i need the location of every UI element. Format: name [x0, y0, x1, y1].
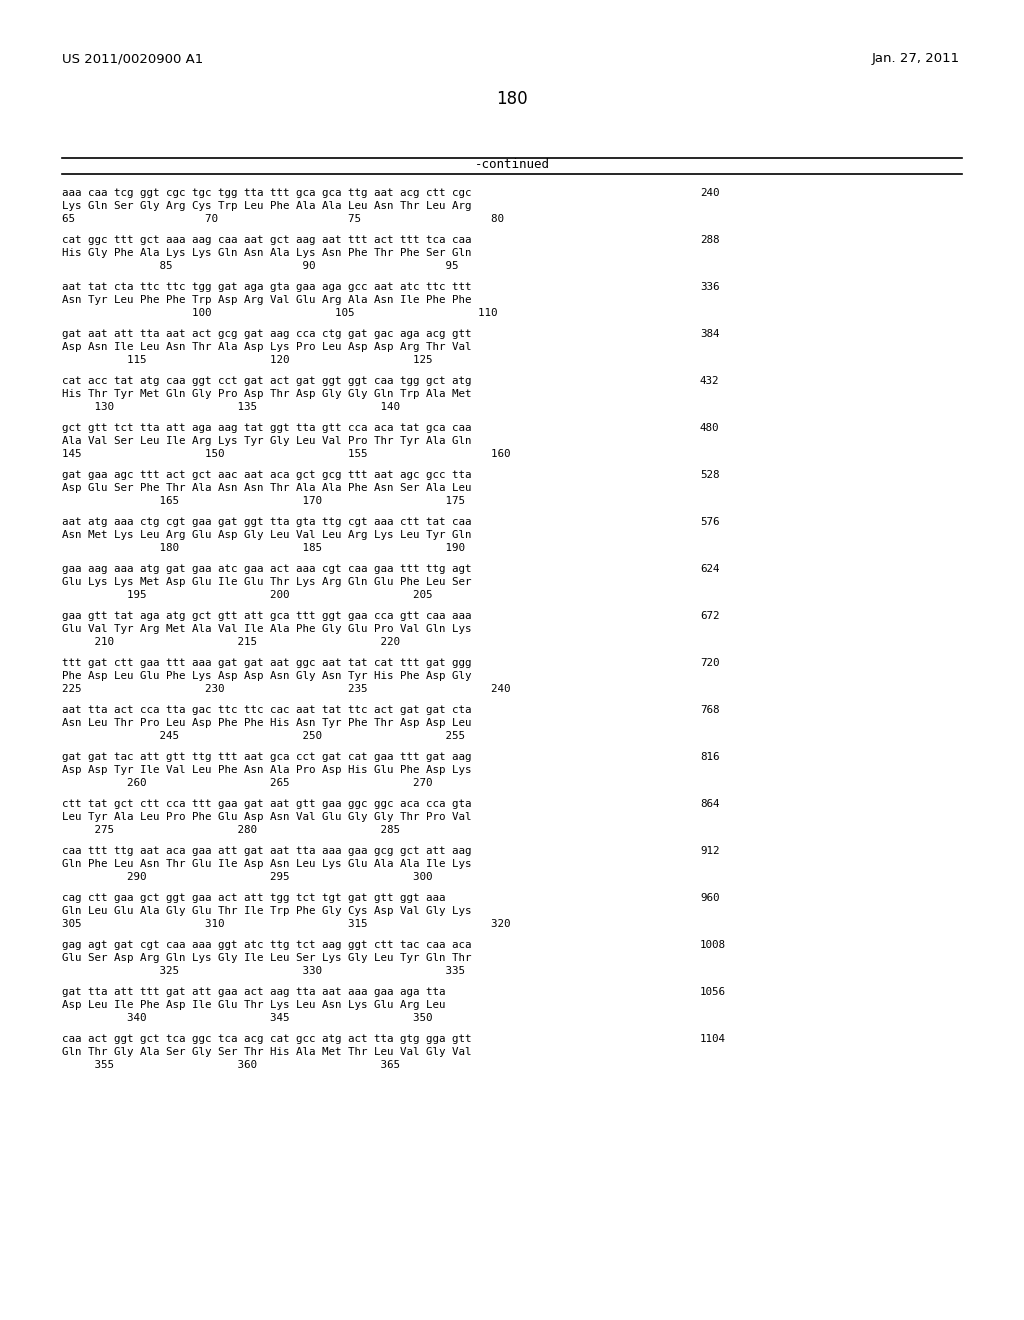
Text: ttt gat ctt gaa ttt aaa gat gat aat ggc aat tat cat ttt gat ggg: ttt gat ctt gaa ttt aaa gat gat aat ggc … — [62, 657, 471, 668]
Text: 195                   200                   205: 195 200 205 — [62, 590, 432, 601]
Text: 145                   150                   155                   160: 145 150 155 160 — [62, 449, 511, 459]
Text: 960: 960 — [700, 894, 720, 903]
Text: Phe Asp Leu Glu Phe Lys Asp Asp Asn Gly Asn Tyr His Phe Asp Gly: Phe Asp Leu Glu Phe Lys Asp Asp Asn Gly … — [62, 671, 471, 681]
Text: gat gaa agc ttt act gct aac aat aca gct gcg ttt aat agc gcc tta: gat gaa agc ttt act gct aac aat aca gct … — [62, 470, 471, 480]
Text: gct gtt tct tta att aga aag tat ggt tta gtt cca aca tat gca caa: gct gtt tct tta att aga aag tat ggt tta … — [62, 422, 471, 433]
Text: 340                   345                   350: 340 345 350 — [62, 1012, 432, 1023]
Text: 1008: 1008 — [700, 940, 726, 950]
Text: 305                   310                   315                   320: 305 310 315 320 — [62, 919, 511, 929]
Text: cat ggc ttt gct aaa aag caa aat gct aag aat ttt act ttt tca caa: cat ggc ttt gct aaa aag caa aat gct aag … — [62, 235, 471, 246]
Text: Asn Tyr Leu Phe Phe Trp Asp Arg Val Glu Arg Ala Asn Ile Phe Phe: Asn Tyr Leu Phe Phe Trp Asp Arg Val Glu … — [62, 294, 471, 305]
Text: cag ctt gaa gct ggt gaa act att tgg tct tgt gat gtt ggt aaa: cag ctt gaa gct ggt gaa act att tgg tct … — [62, 894, 445, 903]
Text: 480: 480 — [700, 422, 720, 433]
Text: Leu Tyr Ala Leu Pro Phe Glu Asp Asn Val Glu Gly Gly Thr Pro Val: Leu Tyr Ala Leu Pro Phe Glu Asp Asn Val … — [62, 812, 471, 822]
Text: gat tta att ttt gat att gaa act aag tta aat aaa gaa aga tta: gat tta att ttt gat att gaa act aag tta … — [62, 987, 445, 997]
Text: 576: 576 — [700, 517, 720, 527]
Text: 290                   295                   300: 290 295 300 — [62, 873, 432, 882]
Text: aat atg aaa ctg cgt gaa gat ggt tta gta ttg cgt aaa ctt tat caa: aat atg aaa ctg cgt gaa gat ggt tta gta … — [62, 517, 471, 527]
Text: Glu Lys Lys Met Asp Glu Ile Glu Thr Lys Arg Gln Glu Phe Leu Ser: Glu Lys Lys Met Asp Glu Ile Glu Thr Lys … — [62, 577, 471, 587]
Text: 528: 528 — [700, 470, 720, 480]
Text: gaa aag aaa atg gat gaa atc gaa act aaa cgt caa gaa ttt ttg agt: gaa aag aaa atg gat gaa atc gaa act aaa … — [62, 564, 471, 574]
Text: Glu Val Tyr Arg Met Ala Val Ile Ala Phe Gly Glu Pro Val Gln Lys: Glu Val Tyr Arg Met Ala Val Ile Ala Phe … — [62, 624, 471, 634]
Text: 65                    70                    75                    80: 65 70 75 80 — [62, 214, 504, 224]
Text: 432: 432 — [700, 376, 720, 385]
Text: 325                   330                   335: 325 330 335 — [62, 966, 465, 975]
Text: 100                   105                   110: 100 105 110 — [62, 308, 498, 318]
Text: 115                   120                   125: 115 120 125 — [62, 355, 432, 366]
Text: 355                   360                   365: 355 360 365 — [62, 1060, 400, 1071]
Text: 165                   170                   175: 165 170 175 — [62, 496, 465, 506]
Text: 130                   135                   140: 130 135 140 — [62, 403, 400, 412]
Text: Gln Leu Glu Ala Gly Glu Thr Ile Trp Phe Gly Cys Asp Val Gly Lys: Gln Leu Glu Ala Gly Glu Thr Ile Trp Phe … — [62, 906, 471, 916]
Text: caa act ggt gct tca ggc tca acg cat gcc atg act tta gtg gga gtt: caa act ggt gct tca ggc tca acg cat gcc … — [62, 1034, 471, 1044]
Text: 336: 336 — [700, 282, 720, 292]
Text: gaa gtt tat aga atg gct gtt att gca ttt ggt gaa cca gtt caa aaa: gaa gtt tat aga atg gct gtt att gca ttt … — [62, 611, 471, 620]
Text: 240: 240 — [700, 187, 720, 198]
Text: -continued: -continued — [474, 158, 550, 172]
Text: aaa caa tcg ggt cgc tgc tgg tta ttt gca gca ttg aat acg ctt cgc: aaa caa tcg ggt cgc tgc tgg tta ttt gca … — [62, 187, 471, 198]
Text: Asn Met Lys Leu Arg Glu Asp Gly Leu Val Leu Arg Lys Leu Tyr Gln: Asn Met Lys Leu Arg Glu Asp Gly Leu Val … — [62, 531, 471, 540]
Text: 624: 624 — [700, 564, 720, 574]
Text: 1056: 1056 — [700, 987, 726, 997]
Text: Asp Asp Tyr Ile Val Leu Phe Asn Ala Pro Asp His Glu Phe Asp Lys: Asp Asp Tyr Ile Val Leu Phe Asn Ala Pro … — [62, 766, 471, 775]
Text: 288: 288 — [700, 235, 720, 246]
Text: Gln Phe Leu Asn Thr Glu Ile Asp Asn Leu Lys Glu Ala Ala Ile Lys: Gln Phe Leu Asn Thr Glu Ile Asp Asn Leu … — [62, 859, 471, 869]
Text: 720: 720 — [700, 657, 720, 668]
Text: His Gly Phe Ala Lys Lys Gln Asn Ala Lys Asn Phe Thr Phe Ser Gln: His Gly Phe Ala Lys Lys Gln Asn Ala Lys … — [62, 248, 471, 257]
Text: 180: 180 — [497, 90, 527, 108]
Text: 768: 768 — [700, 705, 720, 715]
Text: gag agt gat cgt caa aaa ggt atc ttg tct aag ggt ctt tac caa aca: gag agt gat cgt caa aaa ggt atc ttg tct … — [62, 940, 471, 950]
Text: 275                   280                   285: 275 280 285 — [62, 825, 400, 836]
Text: caa ttt ttg aat aca gaa att gat aat tta aaa gaa gcg gct att aag: caa ttt ttg aat aca gaa att gat aat tta … — [62, 846, 471, 855]
Text: US 2011/0020900 A1: US 2011/0020900 A1 — [62, 51, 203, 65]
Text: 816: 816 — [700, 752, 720, 762]
Text: aat tta act cca tta gac ttc ttc cac aat tat ttc act gat gat cta: aat tta act cca tta gac ttc ttc cac aat … — [62, 705, 471, 715]
Text: 1104: 1104 — [700, 1034, 726, 1044]
Text: 180                   185                   190: 180 185 190 — [62, 543, 465, 553]
Text: Asp Glu Ser Phe Thr Ala Asn Asn Thr Ala Ala Phe Asn Ser Ala Leu: Asp Glu Ser Phe Thr Ala Asn Asn Thr Ala … — [62, 483, 471, 492]
Text: 864: 864 — [700, 799, 720, 809]
Text: Lys Gln Ser Gly Arg Cys Trp Leu Phe Ala Ala Leu Asn Thr Leu Arg: Lys Gln Ser Gly Arg Cys Trp Leu Phe Ala … — [62, 201, 471, 211]
Text: 912: 912 — [700, 846, 720, 855]
Text: 210                   215                   220: 210 215 220 — [62, 638, 400, 647]
Text: 85                    90                    95: 85 90 95 — [62, 261, 459, 271]
Text: Ala Val Ser Leu Ile Arg Lys Tyr Gly Leu Val Pro Thr Tyr Ala Gln: Ala Val Ser Leu Ile Arg Lys Tyr Gly Leu … — [62, 436, 471, 446]
Text: Asn Leu Thr Pro Leu Asp Phe Phe His Asn Tyr Phe Thr Asp Asp Leu: Asn Leu Thr Pro Leu Asp Phe Phe His Asn … — [62, 718, 471, 729]
Text: Asp Leu Ile Phe Asp Ile Glu Thr Lys Leu Asn Lys Glu Arg Leu: Asp Leu Ile Phe Asp Ile Glu Thr Lys Leu … — [62, 1001, 445, 1010]
Text: 672: 672 — [700, 611, 720, 620]
Text: Asp Asn Ile Leu Asn Thr Ala Asp Lys Pro Leu Asp Asp Arg Thr Val: Asp Asn Ile Leu Asn Thr Ala Asp Lys Pro … — [62, 342, 471, 352]
Text: 260                   265                   270: 260 265 270 — [62, 777, 432, 788]
Text: 245                   250                   255: 245 250 255 — [62, 731, 465, 741]
Text: cat acc tat atg caa ggt cct gat act gat ggt ggt caa tgg gct atg: cat acc tat atg caa ggt cct gat act gat … — [62, 376, 471, 385]
Text: ctt tat gct ctt cca ttt gaa gat aat gtt gaa ggc ggc aca cca gta: ctt tat gct ctt cca ttt gaa gat aat gtt … — [62, 799, 471, 809]
Text: gat aat att tta aat act gcg gat aag cca ctg gat gac aga acg gtt: gat aat att tta aat act gcg gat aag cca … — [62, 329, 471, 339]
Text: gat gat tac att gtt ttg ttt aat gca cct gat cat gaa ttt gat aag: gat gat tac att gtt ttg ttt aat gca cct … — [62, 752, 471, 762]
Text: His Thr Tyr Met Gln Gly Pro Asp Thr Asp Gly Gly Gln Trp Ala Met: His Thr Tyr Met Gln Gly Pro Asp Thr Asp … — [62, 389, 471, 399]
Text: Gln Thr Gly Ala Ser Gly Ser Thr His Ala Met Thr Leu Val Gly Val: Gln Thr Gly Ala Ser Gly Ser Thr His Ala … — [62, 1047, 471, 1057]
Text: aat tat cta ttc ttc tgg gat aga gta gaa aga gcc aat atc ttc ttt: aat tat cta ttc ttc tgg gat aga gta gaa … — [62, 282, 471, 292]
Text: 225                   230                   235                   240: 225 230 235 240 — [62, 684, 511, 694]
Text: 384: 384 — [700, 329, 720, 339]
Text: Jan. 27, 2011: Jan. 27, 2011 — [871, 51, 961, 65]
Text: Glu Ser Asp Arg Gln Lys Gly Ile Leu Ser Lys Gly Leu Tyr Gln Thr: Glu Ser Asp Arg Gln Lys Gly Ile Leu Ser … — [62, 953, 471, 964]
